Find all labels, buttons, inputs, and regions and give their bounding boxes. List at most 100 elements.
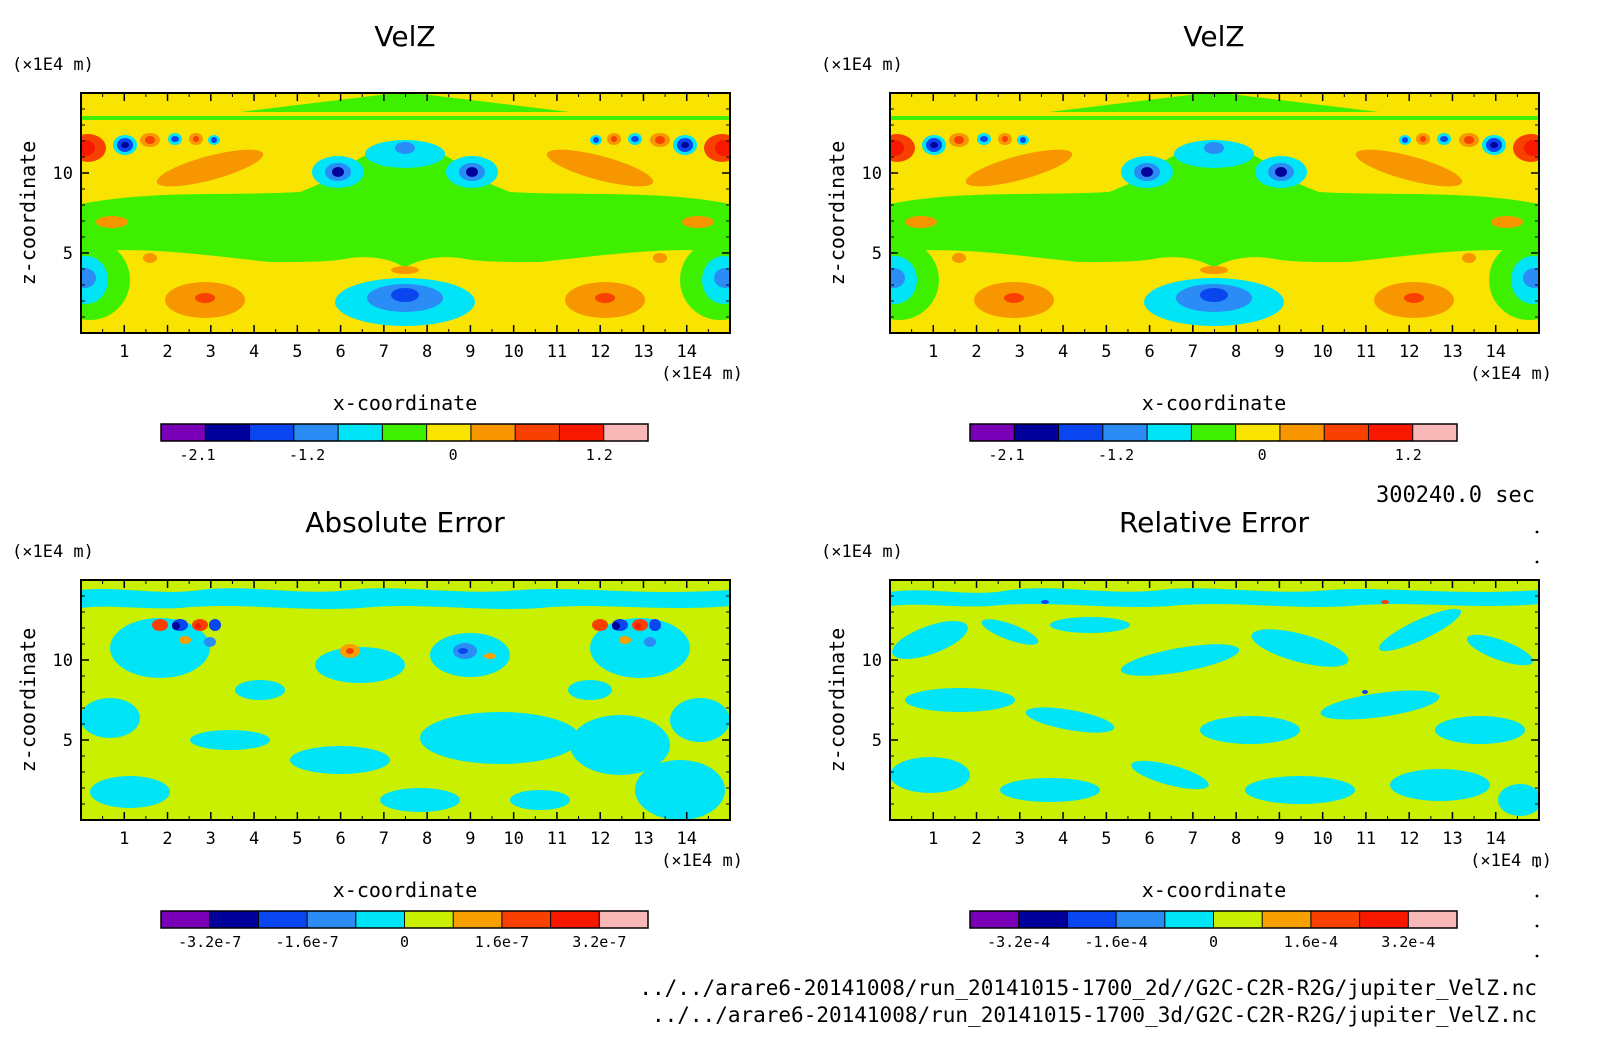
x-tick-label: 9 [465, 829, 475, 849]
x-tick-label: 10 [1312, 342, 1332, 362]
y-tick-label: 5 [63, 244, 73, 264]
colorbar-swatch [1164, 911, 1214, 928]
y-axis-label: z-coordinate [16, 628, 40, 773]
x-tick-label: 11 [1356, 829, 1376, 849]
x-tick-label: 6 [335, 829, 345, 849]
colorbar-tick-label: 0 [1258, 446, 1267, 464]
x-tick-label: 8 [422, 829, 432, 849]
panel-absolute-error: Absolute Error (×1E4 m) [12, 506, 743, 951]
time-label: 300240.0 sec [1376, 483, 1535, 508]
colorbar-swatch [1018, 911, 1068, 928]
colorbar-swatch [1368, 424, 1414, 441]
colorbar-swatch [382, 424, 428, 441]
x-unit-label: (×1E4 m) [1470, 851, 1552, 871]
colorbar-swatch [1412, 424, 1458, 441]
contour-field [890, 580, 1539, 820]
y-unit-label: (×1E4 m) [12, 55, 94, 75]
x-tick-label: 12 [1399, 342, 1419, 362]
x-tick-label: 1 [119, 342, 129, 362]
colorbar-swatch [307, 911, 357, 928]
colorbar-tick-label: 0 [400, 933, 409, 951]
colorbar-swatch [338, 424, 383, 441]
x-tick-label: 13 [1442, 342, 1462, 362]
colorbar-swatch [1408, 911, 1458, 928]
colorbar-swatch [1067, 911, 1117, 928]
colorbar-tick-label: -3.2e-4 [987, 933, 1050, 951]
colorbar-frame [160, 423, 649, 442]
file-path-2d: ../../arare6-20141008/run_20141015-1700_… [639, 976, 1537, 1000]
panel-velz-right: VelZ (×1E4 m) [821, 20, 1552, 464]
panel-title: VelZ [1183, 20, 1244, 53]
x-tick-label: 12 [590, 342, 610, 362]
x-axis-label: x-coordinate [333, 391, 478, 415]
colorbar-tick-label: -1.6e-4 [1084, 933, 1147, 951]
colorbar-tick-label: 1.2 [1395, 446, 1422, 464]
colorbar-swatch [1310, 911, 1361, 928]
colorbar-tick-label: -2.1 [988, 446, 1024, 464]
colorbar-swatch [404, 911, 454, 928]
colorbar-swatch [1014, 424, 1060, 441]
y-unit-label: (×1E4 m) [12, 542, 94, 562]
x-tick-label: 3 [1015, 342, 1025, 362]
dot-markers [1535, 530, 1539, 958]
colorbar: -3.2e-4 -1.6e-4 0 1.6e-4 3.2e-4 [969, 910, 1458, 951]
contour-field [81, 93, 730, 333]
colorbar-swatch [599, 911, 649, 928]
x-unit-label: (×1E4 m) [1470, 364, 1552, 384]
y-tick-label: 10 [53, 651, 73, 671]
y-axis-label: z-coordinate [825, 141, 849, 286]
colorbar-tick-label: -1.2 [1098, 446, 1134, 464]
colorbar-swatch [205, 424, 251, 441]
colorbar-swatch [161, 424, 206, 441]
colorbar-swatch [355, 911, 405, 928]
x-tick-label: 12 [590, 829, 610, 849]
x-tick-label: 8 [1231, 829, 1241, 849]
x-tick-label: 2 [162, 829, 172, 849]
x-tick-label: 9 [465, 342, 475, 362]
x-unit-label: (×1E4 m) [661, 851, 743, 871]
panel-title: Absolute Error [305, 506, 505, 539]
x-tick-label: 7 [1188, 829, 1198, 849]
x-tick-label: 11 [547, 342, 567, 362]
x-tick-label: 14 [1485, 342, 1505, 362]
x-tick-label: 3 [1015, 829, 1025, 849]
x-axis-label: x-coordinate [1142, 878, 1287, 902]
y-axis-label: z-coordinate [825, 628, 849, 773]
colorbar-tick-label: 3.2e-4 [1381, 933, 1435, 951]
x-tick-label: 8 [1231, 342, 1241, 362]
colorbar-tick-label: -3.2e-7 [178, 933, 241, 951]
x-tick-label: 5 [1101, 342, 1111, 362]
y-axis-label: z-coordinate [16, 141, 40, 286]
y-unit-label: (×1E4 m) [821, 55, 903, 75]
x-tick-label: 13 [633, 342, 653, 362]
x-tick-label: 11 [1356, 342, 1376, 362]
x-axis-label: x-coordinate [333, 878, 478, 902]
file-path-3d: ../../arare6-20141008/run_20141015-1700_… [652, 1003, 1537, 1027]
y-tick-label: 10 [862, 164, 882, 184]
x-tick-label: 2 [971, 829, 981, 849]
colorbar-swatch [1262, 911, 1312, 928]
y-tick-label: 5 [872, 731, 882, 751]
x-tick-label: 3 [206, 829, 216, 849]
x-tick-label: 9 [1274, 829, 1284, 849]
panel-title: VelZ [374, 20, 435, 53]
colorbar-tick-label: 1.6e-4 [1284, 933, 1338, 951]
panel-title: Relative Error [1119, 506, 1310, 539]
colorbar-tick-label: -1.2 [289, 446, 325, 464]
colorbar-swatch [426, 424, 472, 441]
y-unit-label: (×1E4 m) [821, 542, 903, 562]
colorbar-swatch [1213, 911, 1263, 928]
colorbar-swatch [515, 424, 560, 441]
colorbar-swatch [1359, 911, 1409, 928]
x-tick-label: 3 [206, 342, 216, 362]
colorbar-swatch [970, 911, 1020, 928]
colorbar-swatch [470, 424, 516, 441]
colorbar-tick-label: 1.2 [586, 446, 613, 464]
x-tick-label: 4 [1058, 829, 1068, 849]
colorbar-frame [969, 423, 1458, 442]
colorbar: -2.1 -1.2 0 1.2 [969, 423, 1458, 464]
